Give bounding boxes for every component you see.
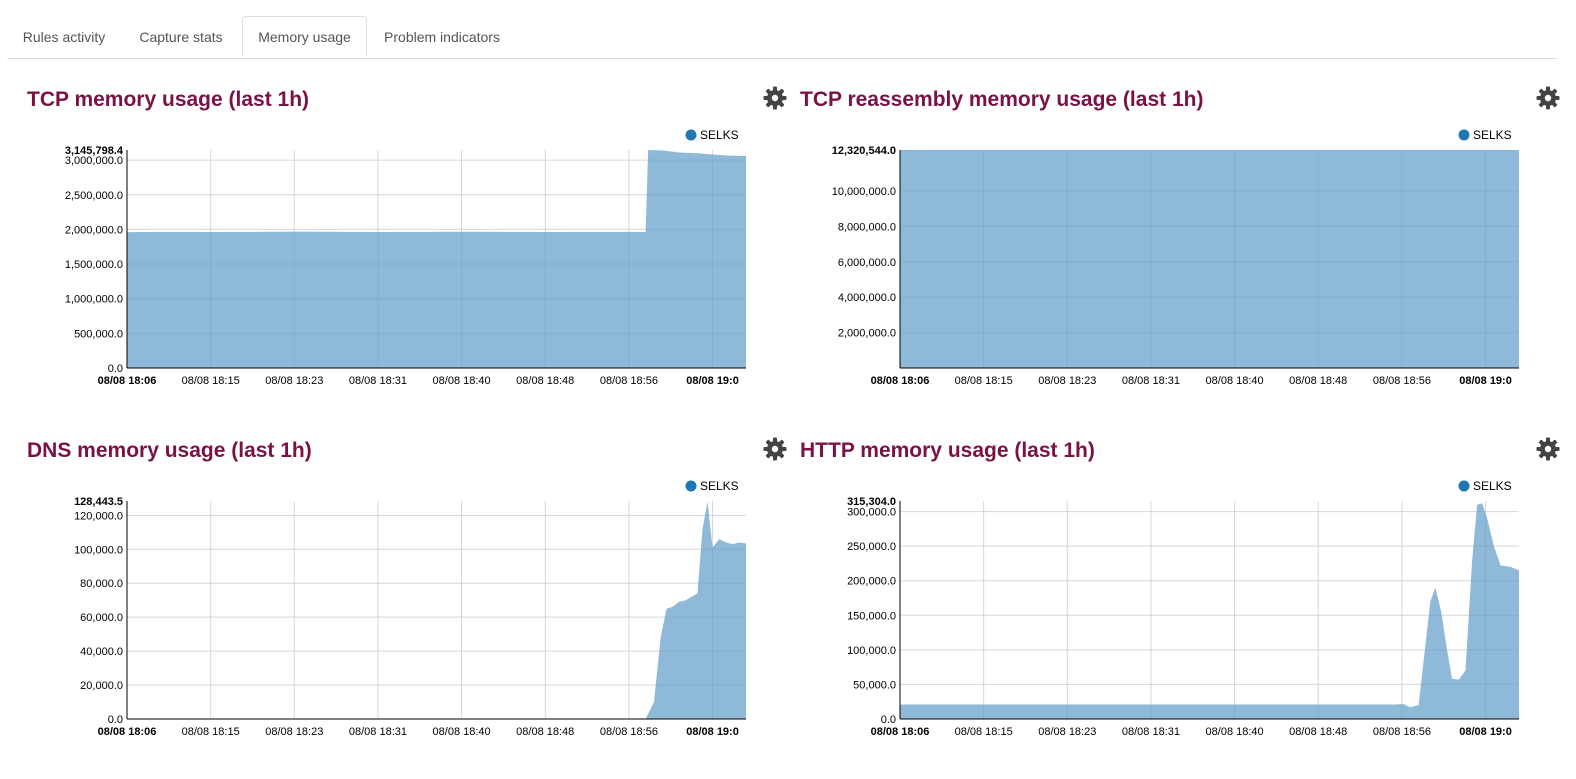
y-tick-label: 100,000.0 — [74, 544, 123, 556]
chart-title: TCP reassembly memory usage (last 1h) — [800, 88, 1204, 111]
chart-legend[interactable]: SELKS — [685, 128, 739, 142]
y-tick-label: 2,500,000.0 — [65, 190, 123, 202]
legend-dot — [685, 480, 697, 492]
y-tick-label: 60,000.0 — [80, 612, 123, 624]
gear-icon[interactable] — [763, 86, 787, 110]
y-tick-label: 500,000.0 — [74, 328, 123, 340]
gear-icon[interactable] — [763, 437, 787, 461]
y-tick-label: 150,000.0 — [847, 610, 896, 622]
series-area-selks — [900, 503, 1519, 719]
x-tick-label: 08/08 18:15 — [955, 375, 1013, 387]
x-tick-label: 08/08 18:56 — [600, 375, 658, 387]
y-tick-label: 50,000.0 — [853, 679, 896, 691]
tab-problem-indicators[interactable]: Problem indicators — [384, 29, 500, 45]
x-tick-label: 08/08 19:0 — [1459, 726, 1512, 738]
y-max-label: 315,304.0 — [847, 496, 896, 508]
x-tick-label: 08/08 18:06 — [871, 726, 930, 738]
chart-title: DNS memory usage (last 1h) — [27, 439, 312, 462]
legend-label: SELKS — [700, 479, 739, 493]
series-area-selks — [900, 150, 1519, 368]
memory-area-chart: SELKS 0.0 500,000.0 1,000,000.0 1,500,000.0 2… — [65, 128, 746, 387]
x-tick-label: 08/08 18:56 — [1373, 375, 1431, 387]
y-tick-label: 20,000.0 — [80, 680, 123, 692]
legend-label: SELKS — [1473, 128, 1512, 142]
y-tick-label: 80,000.0 — [80, 578, 123, 590]
y-tick-label: 10,000,000.0 — [832, 186, 896, 198]
y-tick-label: 2,000,000.0 — [838, 328, 896, 340]
x-tick-label: 08/08 19:0 — [686, 726, 739, 738]
y-tick-label: 1,000,000.0 — [65, 294, 123, 306]
x-tick-label: 08/08 18:31 — [349, 726, 407, 738]
x-tick-label: 08/08 18:31 — [1122, 375, 1180, 387]
x-tick-label: 08/08 18:15 — [955, 726, 1013, 738]
gear-icon[interactable] — [1536, 86, 1560, 110]
x-tick-label: 08/08 18:40 — [1206, 726, 1264, 738]
y-tick-label: 200,000.0 — [847, 576, 896, 588]
memory-area-chart: SELKS 2,000,000.0 4,000,000.0 6,000,000.0 8,… — [832, 128, 1519, 387]
series-area-selks — [127, 501, 746, 719]
y-tick-label: 8,000,000.0 — [838, 221, 896, 233]
gear-icon[interactable] — [1536, 437, 1560, 461]
x-tick-label: 08/08 18:48 — [1289, 726, 1347, 738]
x-tick-label: 08/08 18:23 — [1038, 726, 1096, 738]
chart-title: TCP memory usage (last 1h) — [27, 88, 310, 111]
y-max-label: 3,145,798.4 — [65, 145, 124, 157]
x-tick-label: 08/08 18:23 — [1038, 375, 1096, 387]
chart-panel-tcp-reassembly-memory: TCP reassembly memory usage (last 1h) SE… — [800, 86, 1560, 428]
y-max-label: 128,443.5 — [74, 496, 123, 508]
y-tick-label: 40,000.0 — [80, 646, 123, 658]
x-tick-label: 08/08 18:40 — [1206, 375, 1264, 387]
x-tick-label: 08/08 18:40 — [433, 726, 491, 738]
x-tick-label: 08/08 18:15 — [182, 726, 240, 738]
memory-area-chart: SELKS 0.0 50,000.0 100,000.0 150,000.0 200,00… — [847, 479, 1519, 738]
y-tick-label: 100,000.0 — [847, 645, 896, 657]
y-tick-label: 0.0 — [881, 714, 896, 726]
y-tick-label: 3,000,000.0 — [65, 155, 123, 167]
chart-legend[interactable]: SELKS — [1458, 128, 1512, 142]
legend-dot — [1458, 129, 1470, 141]
x-tick-label: 08/08 18:48 — [516, 726, 574, 738]
y-tick-label: 0.0 — [108, 363, 123, 375]
chart-panel-http-memory: HTTP memory usage (last 1h) SELKS 0.0 50,0… — [800, 437, 1560, 779]
y-tick-label: 6,000,000.0 — [838, 257, 896, 269]
legend-label: SELKS — [700, 128, 739, 142]
tab-memory-usage[interactable]: Memory usage — [242, 16, 367, 57]
chart-legend[interactable]: SELKS — [685, 479, 739, 493]
tab-capture-stats[interactable]: Capture stats — [139, 29, 223, 45]
y-tick-label: 300,000.0 — [847, 507, 896, 519]
x-tick-label: 08/08 18:15 — [182, 375, 240, 387]
y-tick-label: 0.0 — [108, 714, 123, 726]
x-tick-label: 08/08 18:06 — [871, 375, 930, 387]
x-tick-label: 08/08 18:23 — [265, 375, 323, 387]
legend-label: SELKS — [1473, 479, 1512, 493]
x-tick-label: 08/08 19:0 — [686, 375, 739, 387]
y-tick-label: 1,500,000.0 — [65, 259, 123, 271]
legend-dot — [685, 129, 697, 141]
tab-rules-activity[interactable]: Rules activity — [22, 29, 106, 45]
tab-bar: Rules activity Capture stats Memory usag… — [7, 16, 1557, 59]
y-tick-label: 4,000,000.0 — [838, 292, 896, 304]
x-tick-label: 08/08 18:56 — [1373, 726, 1431, 738]
legend-dot — [1458, 480, 1470, 492]
x-tick-label: 08/08 19:0 — [1459, 375, 1512, 387]
y-max-label: 12,320,544.0 — [832, 145, 896, 157]
x-tick-label: 08/08 18:23 — [265, 726, 323, 738]
x-tick-label: 08/08 18:31 — [349, 375, 407, 387]
y-tick-label: 120,000.0 — [74, 510, 123, 522]
x-tick-label: 08/08 18:48 — [1289, 375, 1347, 387]
x-tick-label: 08/08 18:06 — [98, 375, 157, 387]
memory-area-chart: SELKS 0.0 20,000.0 40,000.0 60,000.0 80,000.0… — [74, 479, 746, 738]
x-tick-label: 08/08 18:06 — [98, 726, 157, 738]
x-tick-label: 08/08 18:56 — [600, 726, 658, 738]
x-tick-label: 08/08 18:40 — [433, 375, 491, 387]
x-tick-label: 08/08 18:31 — [1122, 726, 1180, 738]
y-tick-label: 2,000,000.0 — [65, 224, 123, 236]
chart-title: HTTP memory usage (last 1h) — [800, 439, 1095, 462]
chart-panel-dns-memory: DNS memory usage (last 1h) SELKS 0.0 20,00… — [27, 437, 787, 779]
chart-panel-tcp-memory: TCP memory usage (last 1h) SELKS 0.0 500,0… — [27, 86, 787, 428]
y-tick-label: 250,000.0 — [847, 541, 896, 553]
chart-legend[interactable]: SELKS — [1458, 479, 1512, 493]
series-area-selks — [127, 150, 746, 368]
x-tick-label: 08/08 18:48 — [516, 375, 574, 387]
